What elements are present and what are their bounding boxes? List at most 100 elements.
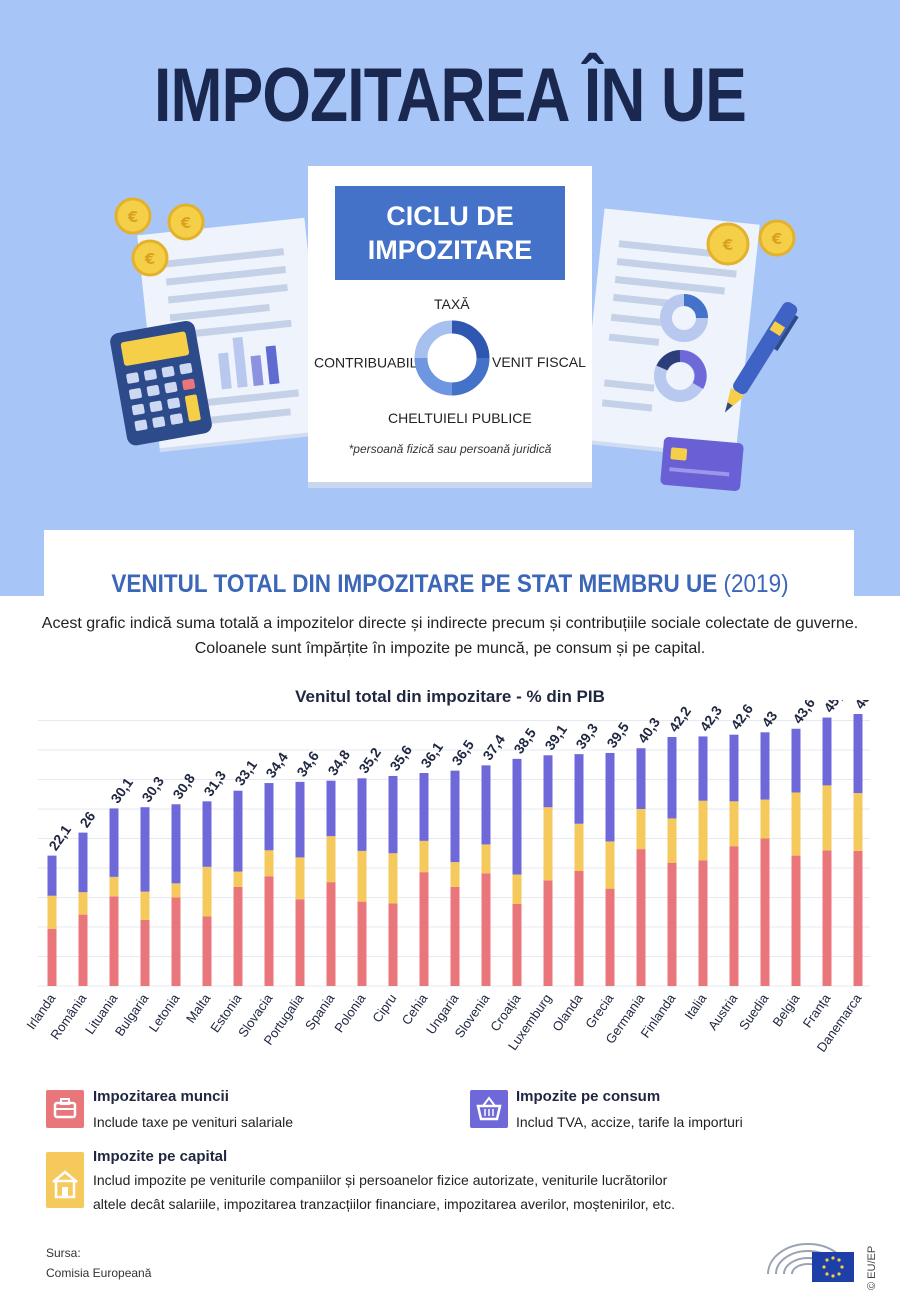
bar-segment [47, 895, 57, 929]
bar-segment [295, 899, 305, 986]
bar-segment [202, 916, 212, 986]
bar-segment [729, 801, 739, 847]
bar-total-label: 45,5 [820, 700, 849, 715]
basket-icon [470, 1090, 508, 1128]
bar-segment [450, 862, 460, 887]
house-icon [46, 1152, 84, 1208]
bar-segment [47, 855, 57, 896]
cycle-label-bottom: CHELTUIELI PUBLICE [388, 410, 532, 426]
credit-card-illustration [660, 437, 744, 491]
bar-segment [47, 928, 57, 986]
bar-segment [698, 800, 708, 861]
x-tick-label: Malta [183, 990, 214, 1025]
bar-segment [667, 737, 677, 819]
bar-segment [729, 846, 739, 986]
cycle-title-box: CICLU DE IMPOZITARE [335, 186, 565, 280]
bar-total-label: 39,3 [572, 720, 601, 752]
svg-text:€: € [127, 208, 138, 226]
bar-segment [233, 886, 243, 986]
legend-capital-desc-2: altele decât salariile, impozitarea tran… [93, 1196, 676, 1212]
bar-segment [574, 754, 584, 824]
bar-segment [760, 732, 770, 800]
bar-total-label: 42,6 [727, 701, 756, 733]
svg-text:€: € [180, 214, 191, 232]
bar-segment [326, 780, 336, 837]
x-tick-label: Bulgaria [112, 990, 152, 1038]
bar-total-label: 39,5 [603, 719, 632, 751]
bar-segment [481, 873, 491, 986]
bar-segment [357, 850, 367, 902]
bar-segment [791, 728, 801, 793]
bar-segment [543, 755, 553, 808]
bar-segment [822, 717, 832, 786]
bar-total-label: 46,1 [851, 700, 880, 712]
bar-segment [543, 807, 553, 881]
bar-segment [233, 790, 243, 872]
bar-segment [202, 866, 212, 917]
bar-total-label: 36,5 [448, 737, 477, 769]
bar-segment [419, 773, 429, 841]
bar-segment [667, 818, 677, 863]
bar-segment [233, 871, 243, 887]
pen-illustration [724, 301, 799, 413]
bar-segment [357, 901, 367, 986]
bar-segment [822, 850, 832, 986]
bar-segment [171, 804, 181, 884]
description-line-1: Acest grafic indică suma totală a impozi… [41, 615, 859, 632]
svg-text:€: € [144, 250, 155, 268]
bar-total-label: 40,3 [634, 714, 663, 746]
bar-total-label: 30,3 [138, 773, 167, 805]
bar-segment [853, 793, 863, 851]
bar-segment [295, 857, 305, 900]
bar-segment [636, 748, 646, 809]
x-tick-label: Suedia [736, 990, 772, 1032]
copyright: © EU/EP [866, 1245, 878, 1290]
bar-segment [388, 853, 398, 904]
svg-text:€: € [722, 236, 733, 254]
bar-segment [760, 799, 770, 839]
bar-segment [512, 903, 522, 986]
x-tick-label: Polonia [331, 990, 369, 1035]
coins-left-illustration: € € € [114, 197, 205, 277]
bar-total-label: 22,1 [45, 822, 74, 854]
cycle-title-line2: IMPOZITARE [367, 235, 533, 265]
bar-segment [419, 840, 429, 873]
bar-total-label: 42,3 [696, 702, 725, 734]
bar-total-label: 39,1 [541, 721, 570, 753]
bar-segment [264, 850, 274, 877]
bar-segment [78, 832, 88, 893]
stacked-bar-chart: 22,1Irlanda26România30,1Lituania30,3Bulg… [23, 700, 880, 1055]
bar-total-label: 35,6 [386, 742, 415, 774]
bar-segment [388, 903, 398, 986]
cycle-label-right: VENIT FISCAL [492, 354, 586, 370]
bar-segment [512, 874, 522, 904]
bar-segment [109, 876, 119, 897]
bar-segment [729, 734, 739, 802]
x-tick-label: Cehia [399, 990, 431, 1027]
bar-total-label: 43 [758, 708, 780, 730]
bar-total-label: 36,1 [417, 739, 446, 771]
legend-consumption-title: Impozite pe consum [516, 1088, 661, 1105]
bar-segment [264, 876, 274, 986]
source-value: Comisia Europeană [46, 1266, 152, 1280]
bar-total-label: 42,2 [665, 703, 694, 735]
coins-right-illustration: € € [706, 219, 796, 266]
bar-segment [853, 714, 863, 794]
legend-capital-desc-1: Includ impozite pe veniturile companiilo… [93, 1172, 668, 1188]
calculator-illustration [110, 320, 212, 446]
legend-capital-title: Impozite pe capital [93, 1148, 228, 1165]
bar-segment [760, 838, 770, 986]
bar-segment [140, 891, 150, 920]
bar-segment [264, 783, 274, 851]
bar-segment [481, 765, 491, 845]
bar-segment [450, 886, 460, 986]
section-title-text: VENITUL TOTAL DIN IMPOZITARE PE STAT MEM… [111, 570, 718, 598]
cycle-label-left-text: CONTRIBUABIL [314, 354, 418, 371]
description-line-2: Coloanele sunt împărțite în impozite pe … [194, 640, 706, 657]
tax-cycle-card: CICLU DE IMPOZITARE TAXĂ CONTRIBUABIL* V… [308, 166, 592, 482]
bar-segment [822, 785, 832, 851]
european-parliament-logo [767, 1243, 854, 1282]
page-title: IMPOZITAREA ÎN UE [154, 53, 747, 138]
bar-segment [78, 914, 88, 986]
bar-total-label: 31,3 [200, 767, 229, 799]
